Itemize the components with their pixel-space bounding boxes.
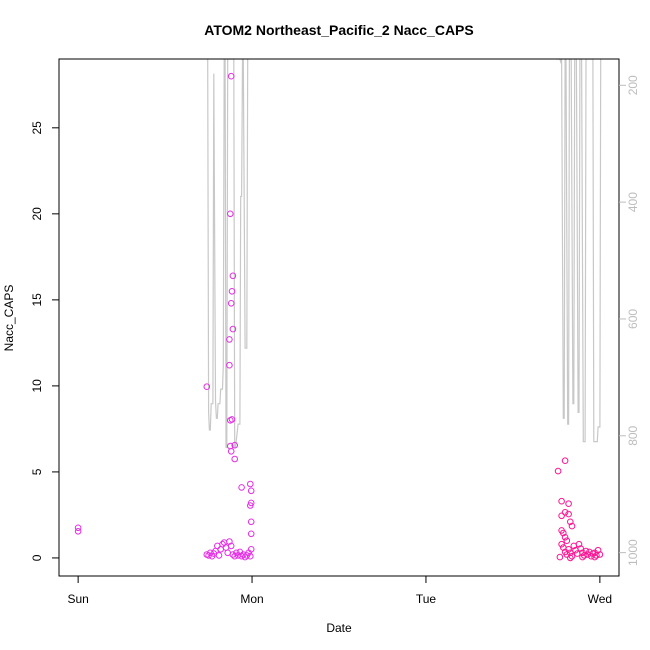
- data-point: [238, 484, 245, 491]
- data-point: [229, 325, 237, 333]
- data-point: [227, 448, 235, 455]
- data-point: [565, 546, 572, 553]
- secondary-line-segment-1: [556, 59, 602, 443]
- x-tick-label: Tue: [416, 592, 437, 606]
- data-point: [582, 547, 590, 555]
- y-tick-label: 5: [30, 468, 44, 475]
- data-point: [227, 300, 235, 307]
- data-point: [227, 210, 234, 218]
- data-point: [567, 518, 574, 526]
- data-point: [227, 542, 235, 550]
- y-axis: 0 5 10 15 20 25: [30, 121, 59, 561]
- data-point: [247, 552, 254, 560]
- y2-tick-label: 800: [626, 425, 640, 445]
- data-point: [567, 554, 574, 562]
- data-point: [247, 546, 255, 553]
- data-point: [226, 361, 233, 369]
- data-point: [74, 524, 82, 532]
- data-point: [580, 552, 588, 559]
- data-point: [231, 552, 238, 560]
- y-tick-label: 25: [30, 121, 44, 135]
- y2-tick-label: 600: [626, 309, 640, 329]
- data-point: [227, 72, 235, 80]
- data-point: [556, 553, 564, 561]
- data-point: [561, 457, 569, 465]
- y-tick-label: 0: [30, 554, 44, 561]
- y-axis-label: Nacc_CAPS: [2, 285, 16, 352]
- x-tick-label: Wed: [588, 592, 612, 606]
- data-point: [558, 540, 565, 548]
- data-point: [577, 545, 585, 552]
- data-point: [563, 537, 571, 545]
- data-point: [203, 383, 211, 391]
- y2-axis: 200 400 600 800 1000: [619, 75, 640, 566]
- secondary-line-segment-0: [207, 59, 249, 449]
- data-point: [228, 288, 236, 295]
- x-tick-label: Sun: [67, 592, 88, 606]
- data-point: [231, 455, 238, 463]
- data-point: [215, 552, 223, 559]
- data-point: [229, 272, 237, 280]
- points-layer: [74, 72, 604, 562]
- y2-tick-label: 1000: [626, 539, 640, 566]
- x-tick-label: Mon: [240, 592, 263, 606]
- data-point: [74, 528, 82, 535]
- data-point: [247, 480, 254, 488]
- data-point: [247, 518, 255, 526]
- data-point: [558, 512, 565, 520]
- data-point: [219, 540, 226, 548]
- data-point: [226, 538, 233, 545]
- data-point: [596, 551, 604, 558]
- data-point: [568, 522, 576, 530]
- chart-title: ATOM2 Northeast_Pacific_2 Nacc_CAPS: [204, 22, 473, 38]
- data-point: [579, 553, 586, 561]
- data-point: [231, 441, 238, 449]
- y-tick-label: 20: [30, 207, 44, 221]
- data-point: [247, 502, 254, 509]
- data-point: [247, 487, 255, 495]
- data-point: [226, 336, 233, 343]
- data-point: [594, 546, 602, 554]
- data-point: [558, 497, 565, 505]
- y-tick-label: 15: [30, 293, 44, 307]
- x-axis-label: Date: [326, 621, 352, 635]
- data-point: [565, 510, 572, 518]
- data-point: [561, 509, 569, 516]
- plot-frame: [58, 58, 620, 577]
- y-tick-label: 10: [30, 379, 44, 393]
- x-axis: Sun Mon Tue Wed: [67, 576, 612, 606]
- secondary-line-layer: [207, 59, 602, 449]
- data-point: [561, 534, 569, 541]
- data-point: [560, 529, 567, 537]
- y2-tick-label: 200: [626, 75, 640, 95]
- data-point: [565, 500, 572, 508]
- data-point: [228, 416, 236, 423]
- y2-tick-label: 400: [626, 192, 640, 212]
- data-point: [568, 552, 576, 560]
- data-point: [575, 540, 583, 548]
- data-point: [591, 553, 599, 561]
- data-point: [247, 530, 255, 538]
- data-point: [554, 467, 562, 475]
